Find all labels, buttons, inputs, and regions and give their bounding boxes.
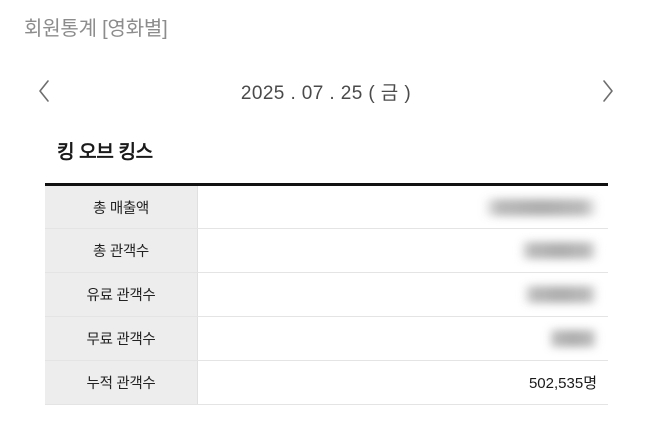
redacted-value: [485, 198, 597, 216]
stat-label-total-sales: 총 매출액: [45, 184, 198, 229]
redacted-value: [549, 330, 597, 348]
movie-title: 킹 오브 킹스: [57, 141, 153, 163]
table-row: 유료 관객수: [45, 272, 608, 317]
page-title: 회원통계 [영화별]: [24, 18, 168, 40]
redacted-value: [521, 242, 597, 260]
redacted-value: [524, 286, 597, 304]
stat-value-total-sales: [197, 184, 608, 229]
movie-statistics-table: 총 매출액 총 관객수 유료 관객수 무료 관객수 누적 관객수 5: [45, 183, 608, 405]
page-header: 회원통계 [영화별]: [24, 12, 624, 46]
stat-value-paid-audience: [197, 272, 608, 317]
table-body: 총 매출액 총 관객수 유료 관객수 무료 관객수 누적 관객수 5: [45, 184, 608, 405]
stat-value-total-audience: [197, 228, 608, 273]
date-navigation-bar: 2025 . 07 . 25 ( 금 ): [0, 66, 650, 116]
stat-value-cumulative-audience: 502,535명: [197, 360, 608, 405]
stat-value-free-audience: [197, 316, 608, 361]
table-row: 총 매출액: [45, 184, 608, 229]
stat-label-free-audience: 무료 관객수: [45, 316, 198, 361]
chevron-right-icon: [601, 79, 615, 103]
table-row: 무료 관객수: [45, 316, 608, 361]
previous-date-button[interactable]: [23, 68, 65, 114]
chevron-left-icon: [37, 79, 51, 103]
table-row: 누적 관객수 502,535명: [45, 360, 608, 405]
current-date-label[interactable]: 2025 . 07 . 25 ( 금 ): [240, 82, 412, 104]
table-row: 총 관객수: [45, 228, 608, 273]
movie-title-section: 킹 오브 킹스: [57, 135, 153, 165]
stat-label-total-audience: 총 관객수: [45, 228, 198, 273]
next-date-button[interactable]: [587, 68, 629, 114]
stat-label-paid-audience: 유료 관객수: [45, 272, 198, 317]
stat-label-cumulative-audience: 누적 관객수: [45, 360, 198, 405]
